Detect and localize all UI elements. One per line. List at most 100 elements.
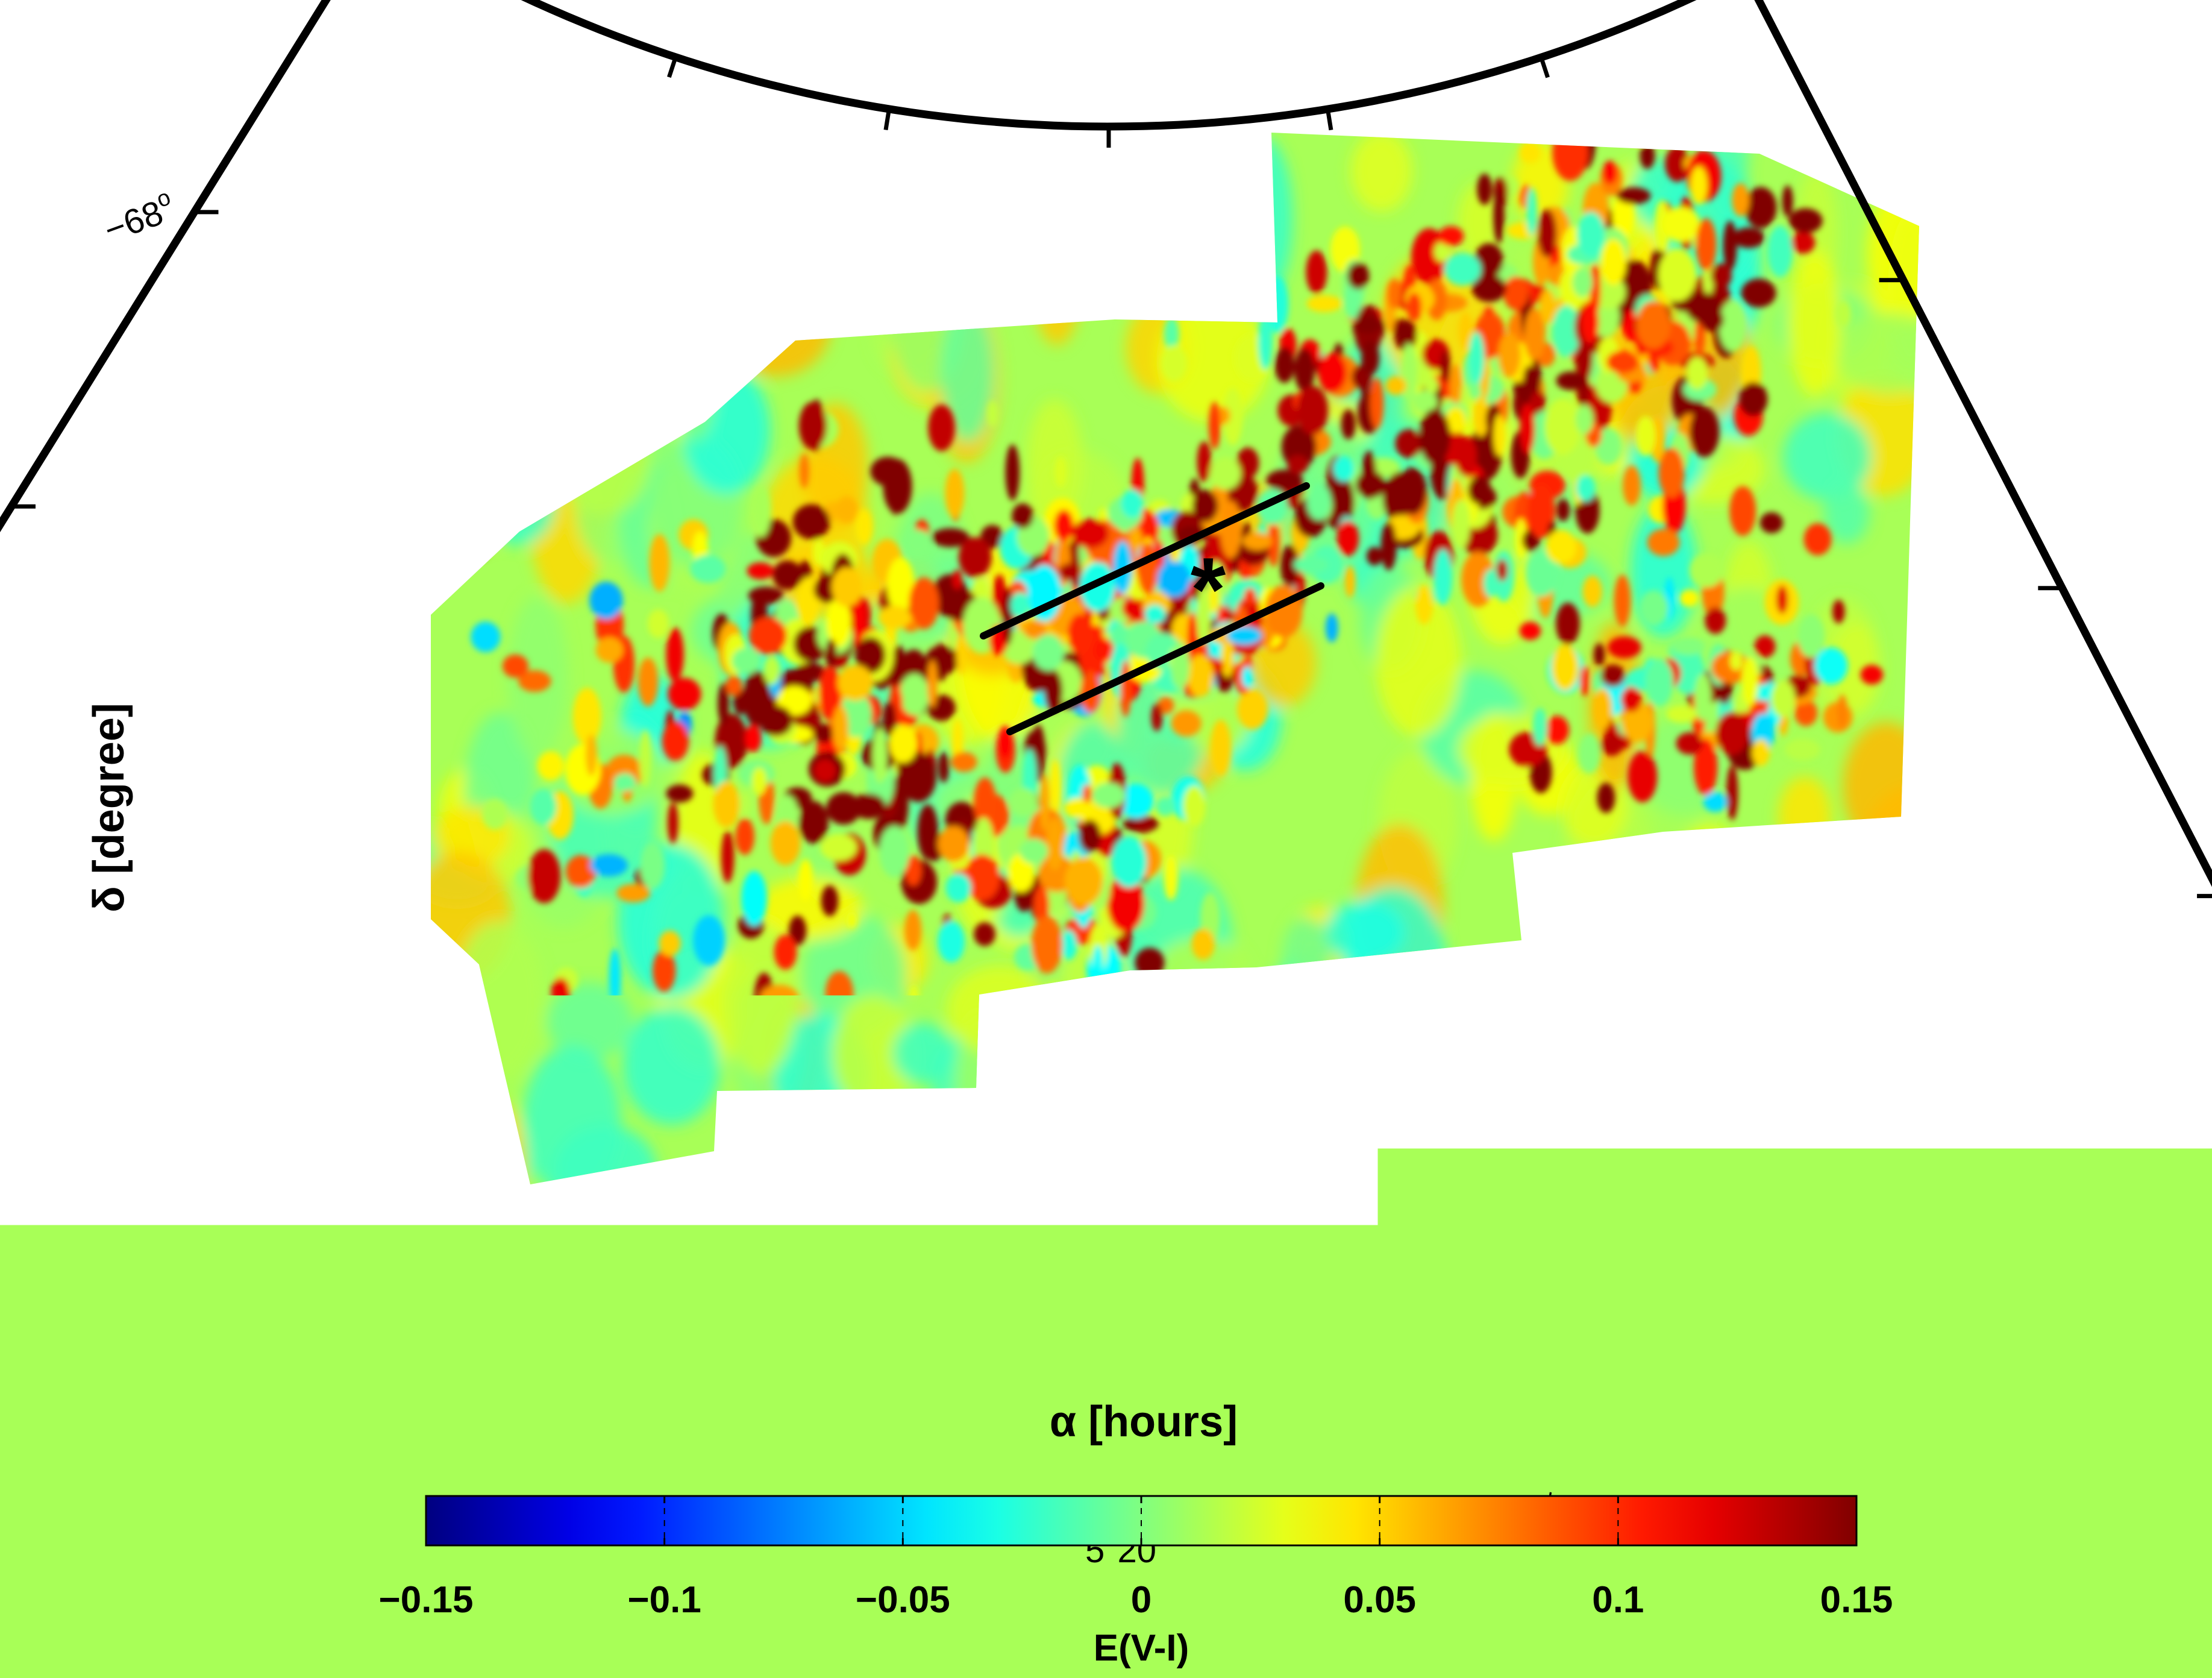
dust-cell bbox=[1040, 979, 1068, 1032]
svg-text:4h40: 4h40 bbox=[1949, 1378, 2031, 1442]
dust-cell bbox=[1788, 209, 1822, 233]
dust-cell bbox=[1771, 680, 1795, 718]
dust-cell bbox=[1628, 128, 1650, 145]
dust-cell bbox=[1778, 776, 1831, 856]
dust-cell bbox=[1582, 576, 1602, 608]
dust-cell bbox=[405, 101, 471, 209]
dust-cell bbox=[1617, 1072, 1681, 1225]
dust-cell bbox=[747, 562, 774, 579]
dust-cell bbox=[1719, 300, 1746, 351]
dust-cell bbox=[944, 1020, 954, 1042]
dust-cell bbox=[1233, 137, 1293, 301]
dust-cell bbox=[1788, 250, 1841, 397]
dust-cell bbox=[772, 561, 802, 590]
dust-cell bbox=[1758, 860, 1848, 950]
dust-cell bbox=[1033, 634, 1064, 670]
dust-cell bbox=[1832, 600, 1845, 623]
dust-cell bbox=[1111, 836, 1147, 887]
dust-cell bbox=[1151, 703, 1163, 731]
dust-cell bbox=[1040, 774, 1050, 831]
dust-cell bbox=[793, 504, 830, 539]
dust-cell bbox=[909, 577, 939, 629]
dust-cell bbox=[1526, 187, 1537, 236]
dust-cell bbox=[1120, 660, 1131, 717]
dust-cell bbox=[1576, 404, 1594, 434]
dust-cell bbox=[1498, 332, 1520, 377]
dust-cell bbox=[1121, 489, 1144, 518]
dust-cell bbox=[1723, 221, 1737, 271]
colorbar-tick-label: 0 bbox=[1131, 1579, 1151, 1621]
dust-cell bbox=[659, 931, 681, 956]
dust-cell bbox=[748, 1083, 815, 1182]
dust-cell bbox=[1450, 364, 1462, 407]
dust-cell bbox=[662, 721, 689, 761]
dust-cell bbox=[1417, 1034, 1494, 1117]
dust-cell bbox=[470, 1136, 534, 1197]
ra-tick-label: 6h00 bbox=[209, 1377, 290, 1442]
dust-cell bbox=[1537, 209, 1556, 258]
dust-cell bbox=[1306, 251, 1327, 294]
dust-cell bbox=[1864, 967, 1932, 1054]
dust-cell bbox=[879, 826, 909, 877]
dust-cell bbox=[556, 408, 651, 515]
dust-cell bbox=[1690, 407, 1720, 457]
dust-cell bbox=[1580, 665, 1590, 696]
dust-cell bbox=[1258, 313, 1273, 371]
dust-cell bbox=[1797, 614, 1825, 658]
dust-cell bbox=[1326, 614, 1338, 643]
dust-cell bbox=[1398, 467, 1427, 515]
dust-cell bbox=[725, 675, 742, 696]
dust-cell bbox=[1009, 788, 1038, 817]
dust-cell bbox=[752, 767, 766, 795]
dust-cell bbox=[1135, 166, 1218, 297]
colorbar-tick-label: 0.05 bbox=[1343, 1579, 1416, 1621]
dust-cell bbox=[1715, 1076, 1781, 1234]
dust-cell bbox=[800, 454, 809, 489]
dust-cell bbox=[1050, 759, 1061, 815]
dust-cell bbox=[1158, 561, 1191, 597]
dust-cell bbox=[1726, 765, 1738, 820]
dust-cell bbox=[551, 978, 571, 1007]
dust-cell bbox=[571, 190, 659, 300]
dust-cell bbox=[1214, 1123, 1282, 1246]
dust-cell bbox=[1274, 347, 1294, 383]
dust-cell bbox=[1591, 68, 1614, 87]
dust-cell bbox=[1715, 1019, 1763, 1126]
dust-cell bbox=[609, 949, 621, 1006]
dust-cell bbox=[1419, 409, 1450, 465]
dust-cell bbox=[1164, 855, 1178, 900]
dust-cell bbox=[994, 1104, 1076, 1266]
dust-cell bbox=[666, 627, 683, 682]
dust-cell bbox=[589, 582, 623, 619]
dust-cell bbox=[1264, 949, 1377, 1072]
dust-cell bbox=[1804, 523, 1832, 555]
dust-cell bbox=[431, 470, 513, 549]
dust-cell bbox=[1210, 720, 1231, 776]
dust-cell bbox=[1444, 253, 1480, 286]
dust-cell bbox=[1835, 301, 1850, 327]
dec-tick-labels: −66o−68o−70o−72o−74o bbox=[0, 0, 363, 1133]
dust-cell bbox=[1540, 289, 1556, 324]
dust-cell bbox=[1546, 530, 1576, 564]
dust-cell bbox=[1732, 183, 1749, 217]
dust-cell bbox=[1336, 521, 1359, 556]
dust-cell bbox=[988, 1047, 1071, 1158]
dust-cell bbox=[528, 849, 561, 903]
dust-cell bbox=[1341, 409, 1356, 439]
dust-cell bbox=[648, 609, 669, 638]
dust-cell bbox=[590, 854, 628, 876]
dust-cell bbox=[814, 759, 836, 782]
dust-cell bbox=[1455, 436, 1476, 476]
dust-cell bbox=[1852, 1083, 1922, 1199]
dust-cell bbox=[1647, 1055, 1740, 1155]
dust-cell bbox=[1573, 849, 1662, 979]
dust-cell bbox=[1601, 239, 1626, 285]
dust-cell bbox=[1046, 817, 1064, 870]
dust-cell bbox=[1082, 784, 1092, 803]
dust-cell bbox=[1565, 96, 1591, 148]
dust-cell bbox=[732, 648, 761, 674]
dust-cell bbox=[927, 660, 938, 708]
dust-cell bbox=[798, 859, 813, 901]
dust-cell bbox=[1347, 262, 1369, 289]
dust-cell bbox=[1520, 404, 1535, 454]
